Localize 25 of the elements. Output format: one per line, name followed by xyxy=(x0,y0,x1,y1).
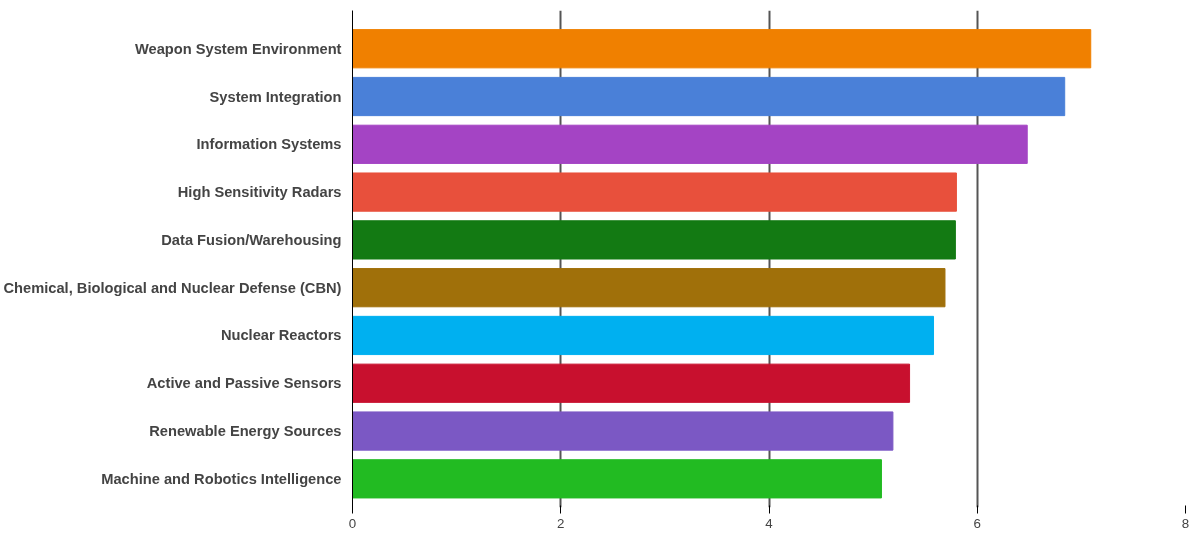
bar xyxy=(352,363,911,403)
bar xyxy=(352,268,946,308)
x-tick-label: 6 xyxy=(973,515,981,531)
bar xyxy=(352,172,957,212)
bar xyxy=(352,29,1092,69)
y-tick-label: Data Fusion/Warehousing xyxy=(161,231,342,248)
y-tick-label: System Integration xyxy=(209,88,342,105)
y-tick-label: Weapon System Environment xyxy=(134,40,342,57)
x-tick-label: 8 xyxy=(1181,515,1190,531)
y-tick-label: Nuclear Reactors xyxy=(220,327,342,344)
bar xyxy=(352,459,882,499)
bar xyxy=(352,315,935,356)
y-tick-label: Information Systems xyxy=(196,136,342,153)
y-tick-label: Active and Passive Sensors xyxy=(146,375,342,392)
bar xyxy=(352,76,1066,117)
bar xyxy=(352,220,956,260)
y-tick-label: High Sensitivity Radars xyxy=(177,184,342,201)
x-tick-label: 2 xyxy=(557,515,565,531)
x-tick-label: 0 xyxy=(348,515,357,531)
bar xyxy=(352,124,1028,164)
bar xyxy=(352,411,894,451)
y-tick-label: Machine and Robotics Intelligence xyxy=(101,470,342,487)
y-tick-label: Renewable Energy Sources xyxy=(149,423,342,440)
y-tick-label: Chemical, Biological and Nuclear Defense (CBN) xyxy=(3,279,342,296)
x-tick-label: 4 xyxy=(765,515,774,531)
